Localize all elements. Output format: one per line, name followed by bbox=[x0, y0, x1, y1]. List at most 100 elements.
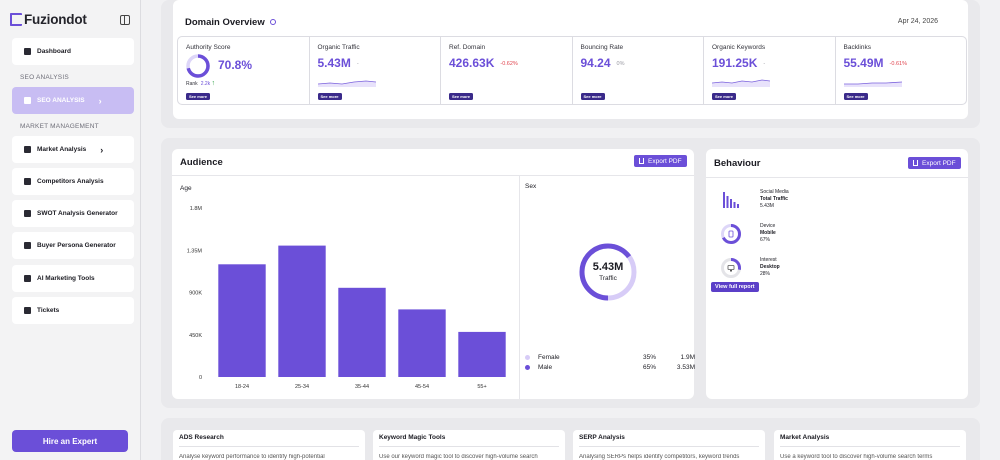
section-seo: SEO ANALYSIS bbox=[20, 74, 69, 81]
nav-label: SWOT Analysis Generator bbox=[37, 210, 118, 217]
nav-market-analysis[interactable]: Market Analysis › bbox=[12, 136, 134, 163]
export-icon bbox=[639, 158, 644, 164]
nav-tickets[interactable]: Tickets bbox=[12, 297, 134, 324]
legend-swatch bbox=[525, 365, 530, 370]
metrics-row: Authority Score 70.8% Rank 2.2k ↑ See mor… bbox=[177, 36, 967, 105]
tool-title: SERP Analysis bbox=[579, 434, 625, 441]
x-tick-label: 25-34 bbox=[295, 384, 309, 390]
seo-icon bbox=[24, 97, 31, 104]
arrow-up-icon: ↑ bbox=[211, 80, 216, 87]
tool-card-ads[interactable]: ADS Research Analyse keyword performance… bbox=[173, 430, 365, 460]
legend-value: 1.9M bbox=[680, 354, 695, 361]
audience-panel: Audience Export PDF Age 1.8M 1.35M 900K 450… bbox=[161, 138, 980, 408]
nav-label: Buyer Persona Generator bbox=[37, 242, 116, 249]
export-label: Export PDF bbox=[922, 159, 956, 167]
tool-card-serp[interactable]: SERP Analysis Analysing SERPs helps iden… bbox=[573, 430, 765, 460]
age-bar[interactable] bbox=[398, 309, 446, 377]
metric-authority: Authority Score 70.8% Rank 2.2k ↑ See mor… bbox=[178, 37, 310, 104]
sparkline bbox=[317, 80, 376, 87]
behaviour-export-button[interactable]: Export PDF bbox=[908, 157, 961, 169]
x-tick-label: 55+ bbox=[477, 384, 486, 390]
nav-label: Dashboard bbox=[37, 48, 71, 55]
divider bbox=[179, 446, 359, 447]
behaviour-l1: Social Media bbox=[760, 189, 789, 195]
metric-value: 55.49M bbox=[843, 56, 884, 70]
metric-organic-traffic: Organic Traffic 5.43M - See more bbox=[309, 37, 441, 104]
behaviour-l3: 5.43M bbox=[760, 203, 774, 209]
legend-male: Male 65% 3.53M bbox=[525, 364, 695, 371]
nav-swot[interactable]: SWOT Analysis Generator bbox=[12, 200, 134, 227]
see-more-button[interactable]: See more bbox=[580, 93, 605, 100]
overview-panel: Domain Overview Apr 24, 2026 Authority S… bbox=[161, 0, 980, 128]
divider bbox=[579, 446, 759, 447]
view-full-report-button[interactable]: View full report bbox=[711, 282, 759, 292]
metric-value: 426.63K bbox=[449, 56, 495, 70]
tool-title: ADS Research bbox=[179, 434, 224, 441]
traffic-label: Traffic bbox=[599, 275, 617, 282]
age-bar-chart: 1.8M 1.35M 900K 450K 0 18-24 25-34 35-44 45-54 55… bbox=[187, 206, 506, 390]
ticket-icon bbox=[24, 307, 31, 314]
see-more-button[interactable]: See more bbox=[712, 93, 737, 100]
see-more-button[interactable]: See more bbox=[186, 93, 211, 100]
see-more-button[interactable]: See more bbox=[843, 93, 868, 100]
behaviour-l1: Device bbox=[760, 223, 776, 229]
metric-label: Authority Score bbox=[186, 44, 231, 51]
tool-desc: Analysing SERPs helps identify competito… bbox=[579, 454, 740, 460]
nav-buyer-persona[interactable]: Buyer Persona Generator bbox=[12, 232, 134, 259]
metric-delta: - bbox=[763, 61, 766, 67]
x-tick-label: 45-54 bbox=[415, 384, 429, 390]
tool-card-market[interactable]: Market Analysis Use a keyword tool to di… bbox=[774, 430, 966, 460]
tool-desc: Analyse keyword performance to identify … bbox=[179, 454, 325, 460]
authority-ring bbox=[186, 54, 210, 78]
legend-swatch bbox=[525, 355, 530, 360]
export-label: Export PDF bbox=[648, 157, 682, 165]
overview-card: Domain Overview Apr 24, 2026 Authority S… bbox=[173, 0, 968, 119]
audience-title: Audience bbox=[180, 157, 223, 168]
metric-value: 5.43M bbox=[317, 56, 351, 70]
legend-pct: 35% bbox=[643, 354, 657, 361]
nav-competitors[interactable]: Competitors Analysis bbox=[12, 168, 134, 195]
tool-desc: Use our keyword magic tool to discover h… bbox=[379, 454, 538, 460]
behaviour-text: Social Media Total Traffic 5.43M bbox=[760, 189, 789, 210]
mobile-ring-icon bbox=[721, 224, 741, 244]
audience-export-button[interactable]: Export PDF bbox=[634, 155, 687, 167]
tool-card-keyword[interactable]: Keyword Magic Tools Use our keyword magi… bbox=[373, 430, 565, 460]
desktop-ring-icon bbox=[721, 258, 741, 278]
behaviour-l2: Mobile bbox=[760, 230, 776, 236]
see-more-button[interactable]: See more bbox=[449, 93, 474, 100]
metric-backlinks: Backlinks 55.49M -0.61% See more bbox=[835, 37, 966, 104]
nav-seo-analysis[interactable]: SEO ANALYSIS › bbox=[12, 87, 134, 114]
ai-icon bbox=[24, 275, 31, 282]
age-bar[interactable] bbox=[218, 264, 266, 377]
metric-organic-keywords: Organic Keywords 191.25K - See more bbox=[704, 37, 836, 104]
legend-name: Female bbox=[538, 354, 560, 361]
social-bars-icon bbox=[723, 192, 739, 208]
age-bar[interactable] bbox=[338, 287, 386, 377]
metric-label: Ref. Domain bbox=[449, 44, 486, 51]
overview-title: Domain Overview bbox=[185, 17, 276, 28]
rank-label: Rank bbox=[186, 81, 198, 87]
market-icon bbox=[24, 146, 31, 153]
tool-title: Market Analysis bbox=[780, 434, 830, 441]
hire-expert-button[interactable]: Hire an Expert bbox=[12, 430, 128, 452]
y-tick-label: 900K bbox=[189, 291, 202, 297]
behaviour-l2: Desktop bbox=[760, 264, 780, 270]
info-icon[interactable] bbox=[269, 19, 276, 26]
age-bar[interactable] bbox=[458, 331, 506, 377]
see-more-button[interactable]: See more bbox=[317, 93, 342, 100]
metric-ref-domain: Ref. Domain 426.63K -0.62% See more bbox=[441, 37, 573, 104]
nav-ai-tools[interactable]: AI Marketing Tools bbox=[12, 265, 134, 292]
legend-value: 3.53M bbox=[676, 364, 695, 371]
nav-label: AI Marketing Tools bbox=[37, 275, 95, 282]
nav-dashboard[interactable]: Dashboard bbox=[12, 38, 134, 65]
section-market: MARKET MANAGEMENT bbox=[20, 123, 99, 130]
metric-label: Organic Traffic bbox=[317, 44, 360, 51]
metric-delta: 0% bbox=[616, 61, 625, 67]
brand-logo[interactable]: Fuziondot bbox=[10, 12, 87, 27]
age-bar[interactable] bbox=[278, 245, 326, 377]
y-tick-label: 1.8M bbox=[190, 206, 203, 212]
sidebar-collapse-icon[interactable] bbox=[120, 15, 130, 25]
sex-label: Sex bbox=[525, 183, 537, 190]
x-tick-label: 35-44 bbox=[355, 384, 369, 390]
audience-card: Audience Export PDF Age 1.8M 1.35M 900K 450… bbox=[172, 149, 695, 399]
